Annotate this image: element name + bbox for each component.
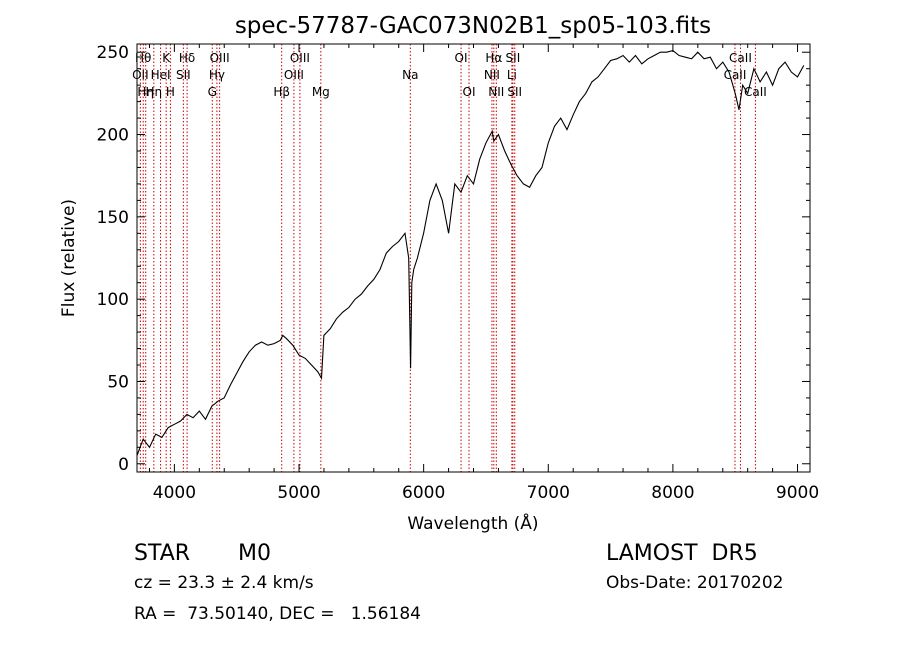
survey-name: LAMOST DR5 <box>606 541 758 566</box>
line-marker-label: CaII <box>724 68 747 82</box>
line-marker-label: Hβ <box>273 85 290 99</box>
object-class: STAR <box>134 541 191 566</box>
y-tick-label: 200 <box>97 126 129 146</box>
axis-ticks: 4000 5000 6000 7000 8000 9000 0 50 100 150 200 250 <box>97 43 820 503</box>
redshift-velocity: cz = 23.3 ± 2.4 km/s <box>134 573 314 593</box>
spectral-line-labels: OIIHθHηHηHeIKHSIIHδGHγOIIIHβOIIIOIIIMgNa… <box>132 51 767 99</box>
line-marker-label: CaII <box>744 85 767 99</box>
line-marker-label: OIII <box>210 51 230 65</box>
line-marker-label: CaII <box>729 51 752 65</box>
line-marker-label: OI <box>463 85 476 99</box>
spectrum-line <box>136 49 805 456</box>
plot-frame <box>136 43 811 473</box>
line-marker-label: NII <box>484 68 500 82</box>
line-marker-label: Hα <box>485 51 502 65</box>
line-marker-label: OI <box>455 51 468 65</box>
line-marker-label: Hδ <box>179 51 195 65</box>
line-marker-label: Hη <box>146 85 163 99</box>
line-marker-label: Hγ <box>209 68 225 82</box>
line-marker-label: Hθ <box>135 51 151 65</box>
y-axis-label: Flux (relative) <box>59 199 79 317</box>
line-marker-label: Na <box>402 68 418 82</box>
y-tick-label: 0 <box>118 455 129 475</box>
line-marker-label: Mg <box>312 85 330 99</box>
x-tick-label: 7000 <box>527 483 570 503</box>
spectral-line-markers <box>139 44 756 472</box>
line-marker-label: K <box>162 51 171 65</box>
line-marker-label: NII <box>488 85 504 99</box>
sky-coordinates: RA = 73.50140, DEC = 1.56184 <box>134 604 421 624</box>
y-tick-label: 250 <box>97 43 129 63</box>
object-subclass: M0 <box>238 541 271 566</box>
y-tick-label: 100 <box>97 290 129 310</box>
x-tick-label: 5000 <box>277 483 320 503</box>
line-marker-label: SII <box>507 85 522 99</box>
x-tick-label: 4000 <box>153 483 196 503</box>
line-marker-label: OII <box>132 68 149 82</box>
x-tick-label: 8000 <box>651 483 694 503</box>
line-marker-label: G <box>208 85 217 99</box>
y-tick-label: 50 <box>107 372 129 392</box>
x-axis-label: Wavelength (Å) <box>407 512 538 534</box>
line-marker-label: HeI <box>151 68 171 82</box>
line-marker-label: Hη <box>137 85 154 99</box>
line-marker-label: SII <box>506 51 521 65</box>
line-marker-label: OIII <box>284 68 304 82</box>
x-tick-label: 9000 <box>776 483 819 503</box>
line-marker-label: H <box>166 85 175 99</box>
line-marker-label: SII <box>176 68 191 82</box>
chart-title: spec-57787-GAC073N02B1_sp05-103.fits <box>235 13 711 39</box>
line-marker-label: Li <box>507 68 517 82</box>
x-tick-label: 6000 <box>402 483 445 503</box>
observation-date: Obs-Date: 20170202 <box>606 573 784 593</box>
y-tick-label: 150 <box>97 208 129 228</box>
line-marker-label: OIII <box>290 51 310 65</box>
